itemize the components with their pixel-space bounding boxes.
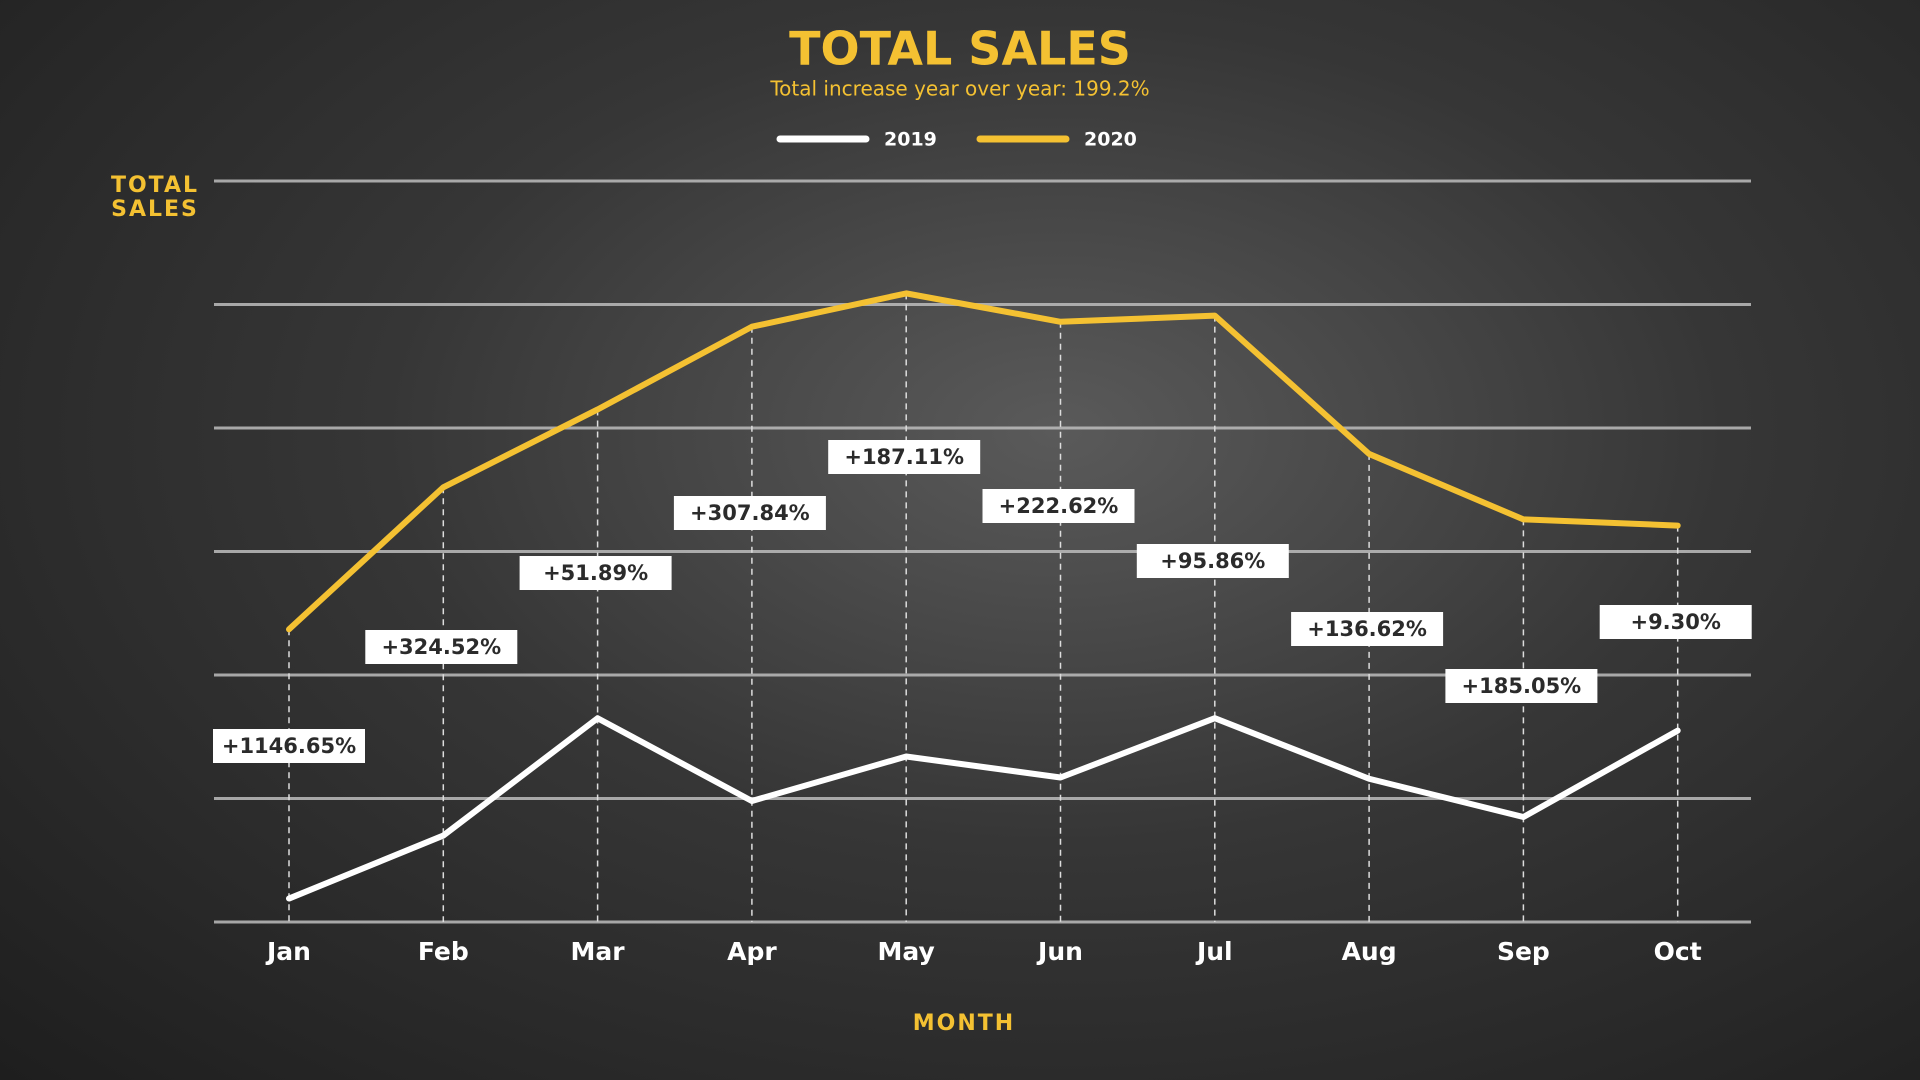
annotation-label: +307.84% bbox=[690, 501, 810, 525]
x-tick-label: Apr bbox=[727, 937, 777, 966]
annotation-label: +9.30% bbox=[1630, 610, 1720, 634]
x-tick-label: Feb bbox=[418, 937, 469, 966]
annotation-box bbox=[519, 556, 672, 590]
series-line bbox=[286, 715, 1681, 902]
annotation-box bbox=[1291, 612, 1444, 646]
annotation-label: +187.11% bbox=[844, 445, 964, 469]
x-tick-label: Jun bbox=[1036, 937, 1083, 966]
x-tick-label: Jan bbox=[265, 937, 311, 966]
annotation-label: +1146.65% bbox=[222, 734, 356, 758]
annotation-label: +324.52% bbox=[381, 635, 501, 659]
annotation-label: +136.62% bbox=[1307, 617, 1427, 641]
annotation-box bbox=[1599, 605, 1752, 639]
x-tick-label: May bbox=[878, 937, 935, 966]
chart-title: TOTAL SALES bbox=[789, 22, 1131, 76]
annotation-label: +185.05% bbox=[1462, 674, 1582, 698]
annotation-box bbox=[673, 496, 826, 530]
x-tick-label: Mar bbox=[571, 937, 626, 966]
series-line bbox=[286, 290, 1681, 633]
x-tick-label: Jul bbox=[1195, 937, 1233, 966]
x-tick-label: Aug bbox=[1342, 937, 1397, 966]
annotation-box bbox=[1445, 669, 1598, 703]
annotation-box bbox=[982, 489, 1135, 523]
annotation-label: +95.86% bbox=[1160, 549, 1265, 573]
annotation-label: +51.89% bbox=[543, 561, 648, 585]
annotation-box bbox=[1136, 544, 1289, 578]
annotation-label: +222.62% bbox=[999, 494, 1119, 518]
legend-label: 2019 bbox=[884, 129, 937, 151]
x-tick-label: Oct bbox=[1654, 937, 1702, 966]
legend-label: 2020 bbox=[1084, 129, 1137, 151]
annotation-box bbox=[365, 630, 518, 664]
x-axis-label: MONTH bbox=[913, 1011, 1015, 1036]
annotation-box bbox=[213, 729, 365, 763]
x-tick-label: Sep bbox=[1497, 937, 1550, 966]
annotation-box bbox=[828, 440, 981, 474]
chart-subtitle: Total increase year over year: 199.2% bbox=[769, 77, 1149, 101]
y-axis-label: TOTAL SALES bbox=[110, 173, 200, 222]
